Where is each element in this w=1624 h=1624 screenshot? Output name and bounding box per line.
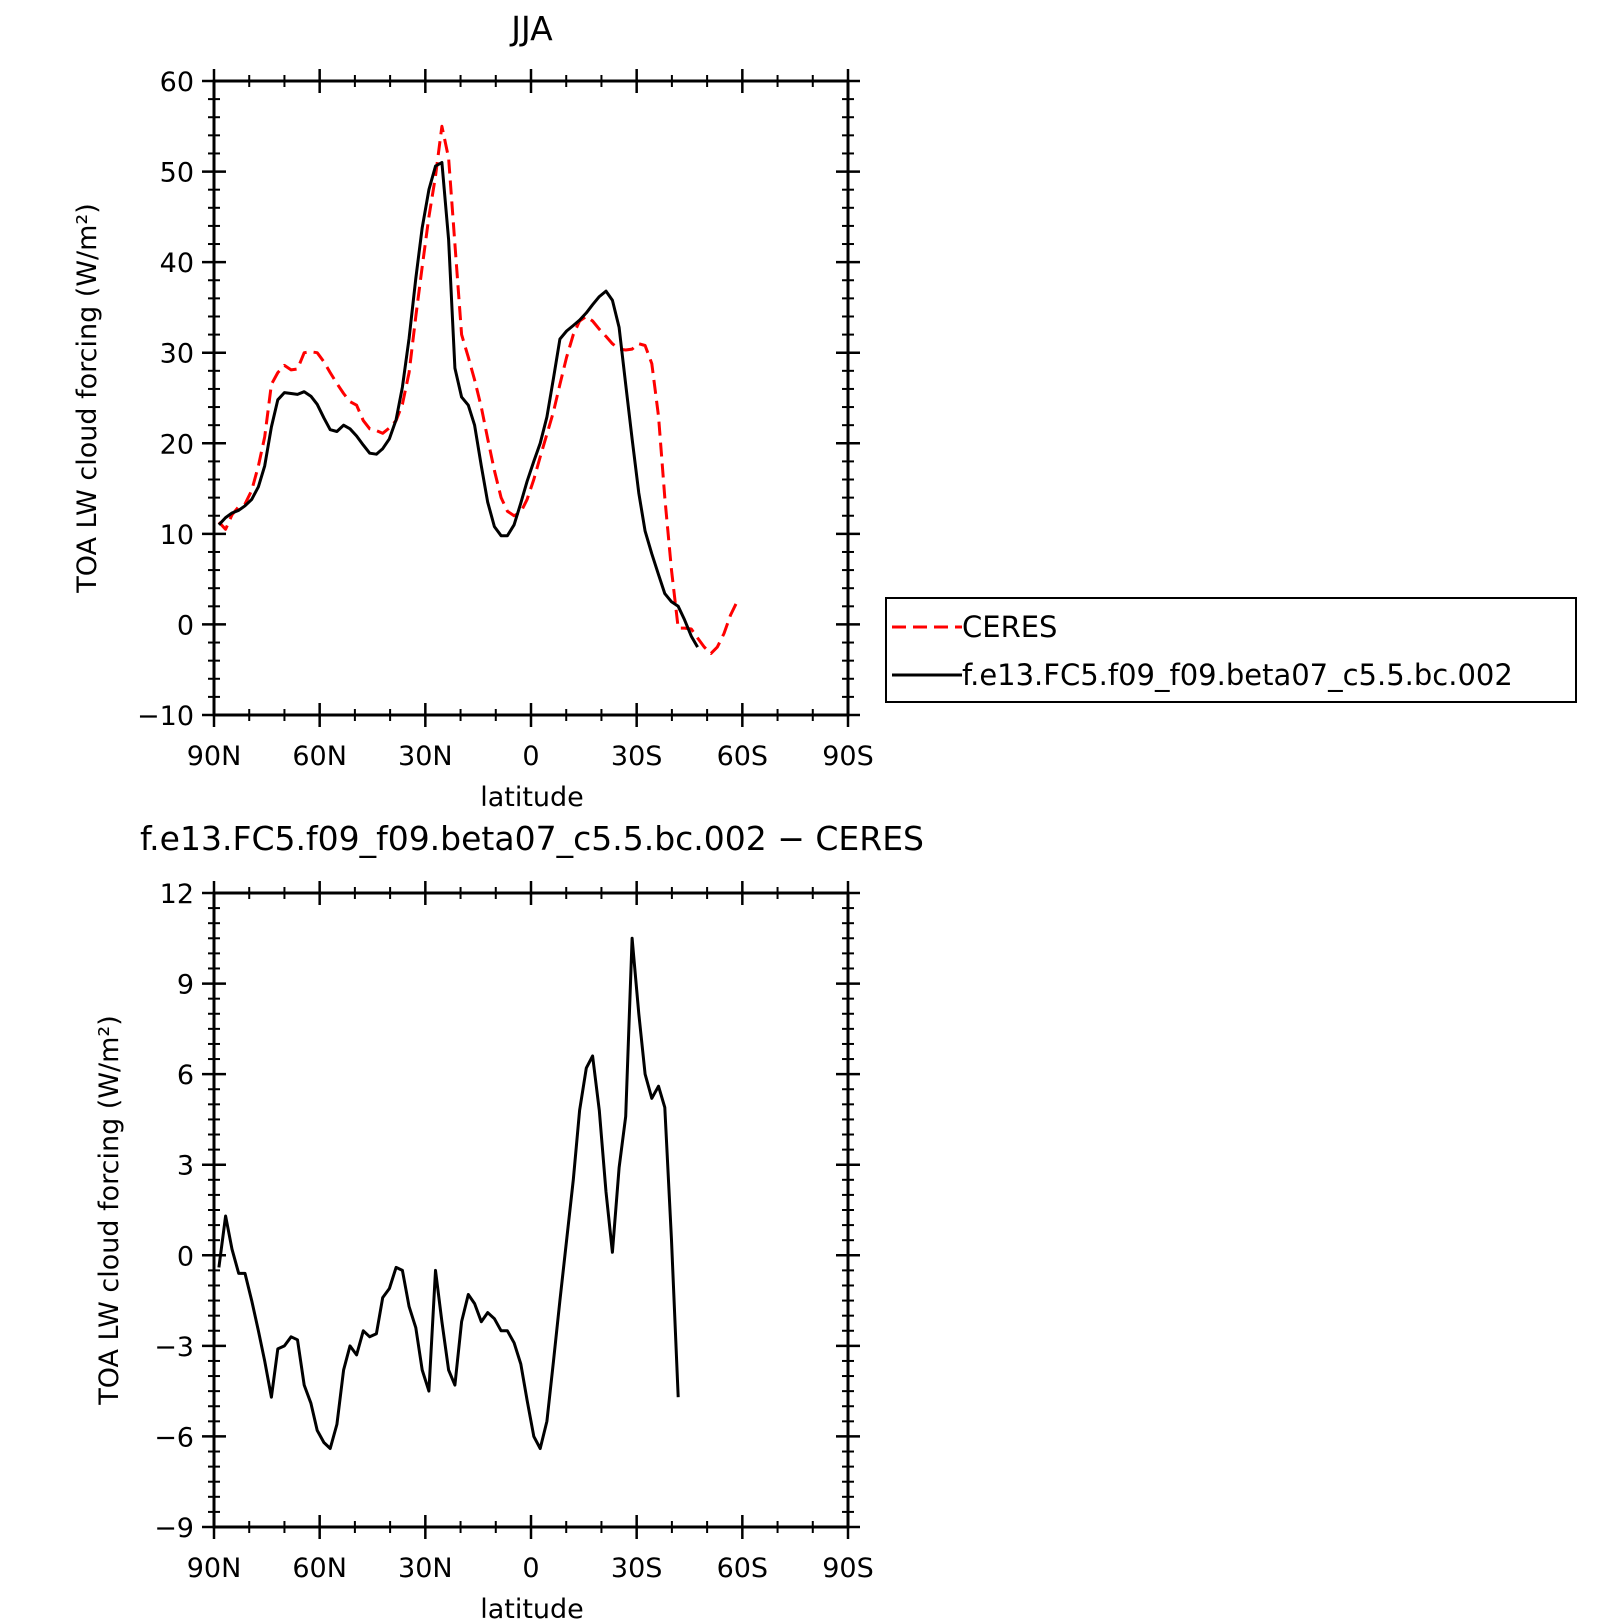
legend-label-ceres: CERES (962, 610, 1057, 644)
bottom-y-tick-label: −9 (154, 1513, 194, 1544)
legend-box (885, 597, 1577, 703)
bottom-y-tick-label: −3 (154, 1332, 194, 1363)
top-x-tick-label: 90S (822, 741, 874, 772)
top-x-tick-label: 0 (522, 741, 539, 772)
top-series-line-f-e13-fc5-f09-f09-beta07-c5-5-bc-002 (217, 161, 699, 648)
bottom-y-tick-label: −6 (154, 1422, 194, 1453)
top-x-axis-label: latitude (480, 782, 584, 813)
top-y-tick-label: 10 (160, 520, 194, 551)
top-x-tick-label: 60N (292, 741, 347, 772)
bottom-x-tick-label: 30N (398, 1553, 453, 1584)
top-y-tick-label: 30 (160, 339, 194, 370)
bottom-x-axis-label: latitude (480, 1594, 584, 1624)
top-y-tick-label: −10 (137, 701, 194, 732)
top-x-tick-label: 30S (611, 741, 663, 772)
top-series-line-ceres (217, 124, 739, 655)
top-x-tick-label: 30N (398, 741, 453, 772)
top-y-tick-label: 60 (160, 67, 194, 98)
top-x-tick-label: 60S (717, 741, 769, 772)
bottom-x-tick-label: 90S (822, 1553, 874, 1584)
bottom-y-axis-label: TOA LW cloud forcing (W/m²) (94, 1015, 125, 1406)
top-line-plot: 90N 60N 30N 0 30S 60S 90S −10 0 10 20 30 40 50 60 (137, 67, 874, 772)
bottom-plot-title: f.e13.FC5.f09_f09.beta07_c5.5.bc.002 − C… (140, 819, 924, 858)
bottom-y-tick-label: 0 (177, 1241, 194, 1272)
top-y-axis-label: TOA LW cloud forcing (W/m²) (72, 203, 103, 594)
bottom-y-tick-label: 3 (177, 1151, 194, 1182)
bottom-series-line-difference (217, 936, 680, 1450)
bottom-y-tick-label: 9 (177, 970, 194, 1001)
bottom-x-tick-label: 60N (292, 1553, 347, 1584)
bottom-line-plot: 90N 60N 30N 0 30S 60S 90S −9 −6 −3 0 3 6 9 12 (154, 879, 874, 1584)
bottom-x-tick-label: 0 (522, 1553, 539, 1584)
bottom-x-tick-label: 60S (717, 1553, 769, 1584)
bottom-x-tick-label: 90N (187, 1553, 242, 1584)
top-y-tick-label: 50 (160, 158, 194, 189)
bottom-x-tick-label: 30S (611, 1553, 663, 1584)
legend: CERES f.e13.FC5.f09_f09.beta07_c5.5.bc.0… (885, 597, 1577, 703)
top-x-tick-label: 90N (187, 741, 242, 772)
bottom-plot-frame (212, 891, 850, 1529)
bottom-y-tick-label: 6 (177, 1060, 194, 1091)
bottom-y-tick-label: 12 (160, 879, 194, 910)
top-plot-title: JJA (509, 9, 553, 48)
top-y-tick-label: 20 (160, 429, 194, 460)
top-y-tick-label: 0 (177, 610, 194, 641)
legend-label-model: f.e13.FC5.f09_f09.beta07_c5.5.bc.002 (962, 658, 1513, 692)
top-plot-frame (212, 79, 850, 717)
top-y-tick-label: 40 (160, 248, 194, 279)
